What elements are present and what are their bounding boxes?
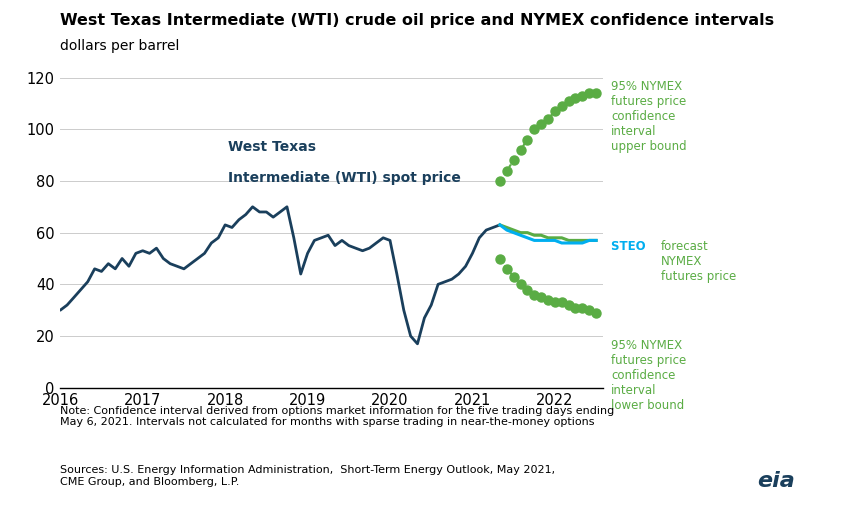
Text: West Texas Intermediate (WTI) crude oil price and NYMEX confidence intervals: West Texas Intermediate (WTI) crude oil …: [60, 13, 774, 28]
Text: 95% NYMEX
futures price
confidence
interval
upper bound: 95% NYMEX futures price confidence inter…: [611, 80, 687, 153]
Text: forecast
NYMEX
futures price: forecast NYMEX futures price: [661, 240, 736, 283]
Text: STEO: STEO: [611, 240, 650, 253]
Text: 95% NYMEX
futures price
confidence
interval
lower bound: 95% NYMEX futures price confidence inter…: [611, 339, 686, 412]
Text: dollars per barrel: dollars per barrel: [60, 39, 180, 53]
Text: Note: Confidence interval derived from options market information for the five t: Note: Confidence interval derived from o…: [60, 406, 615, 428]
Text: Intermediate (WTI) spot price: Intermediate (WTI) spot price: [228, 171, 461, 185]
Text: West Texas: West Texas: [228, 140, 317, 154]
Text: eia: eia: [758, 471, 796, 491]
Text: Sources: U.S. Energy Information Administration,  Short-Term Energy Outlook, May: Sources: U.S. Energy Information Adminis…: [60, 465, 555, 487]
